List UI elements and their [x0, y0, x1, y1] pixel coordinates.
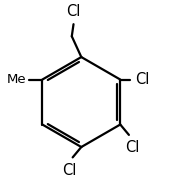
Text: Me: Me: [7, 73, 27, 86]
Text: Cl: Cl: [125, 140, 140, 155]
Text: Cl: Cl: [62, 163, 76, 178]
Text: Cl: Cl: [135, 72, 149, 87]
Text: Cl: Cl: [66, 4, 81, 19]
